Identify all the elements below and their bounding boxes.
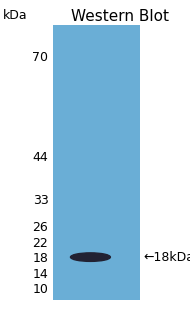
Bar bbox=[53, 25, 140, 300]
Title: Western Blot: Western Blot bbox=[71, 9, 169, 23]
Ellipse shape bbox=[70, 253, 110, 261]
Text: kDa: kDa bbox=[3, 9, 27, 22]
Text: ←18kDa: ←18kDa bbox=[144, 251, 190, 264]
